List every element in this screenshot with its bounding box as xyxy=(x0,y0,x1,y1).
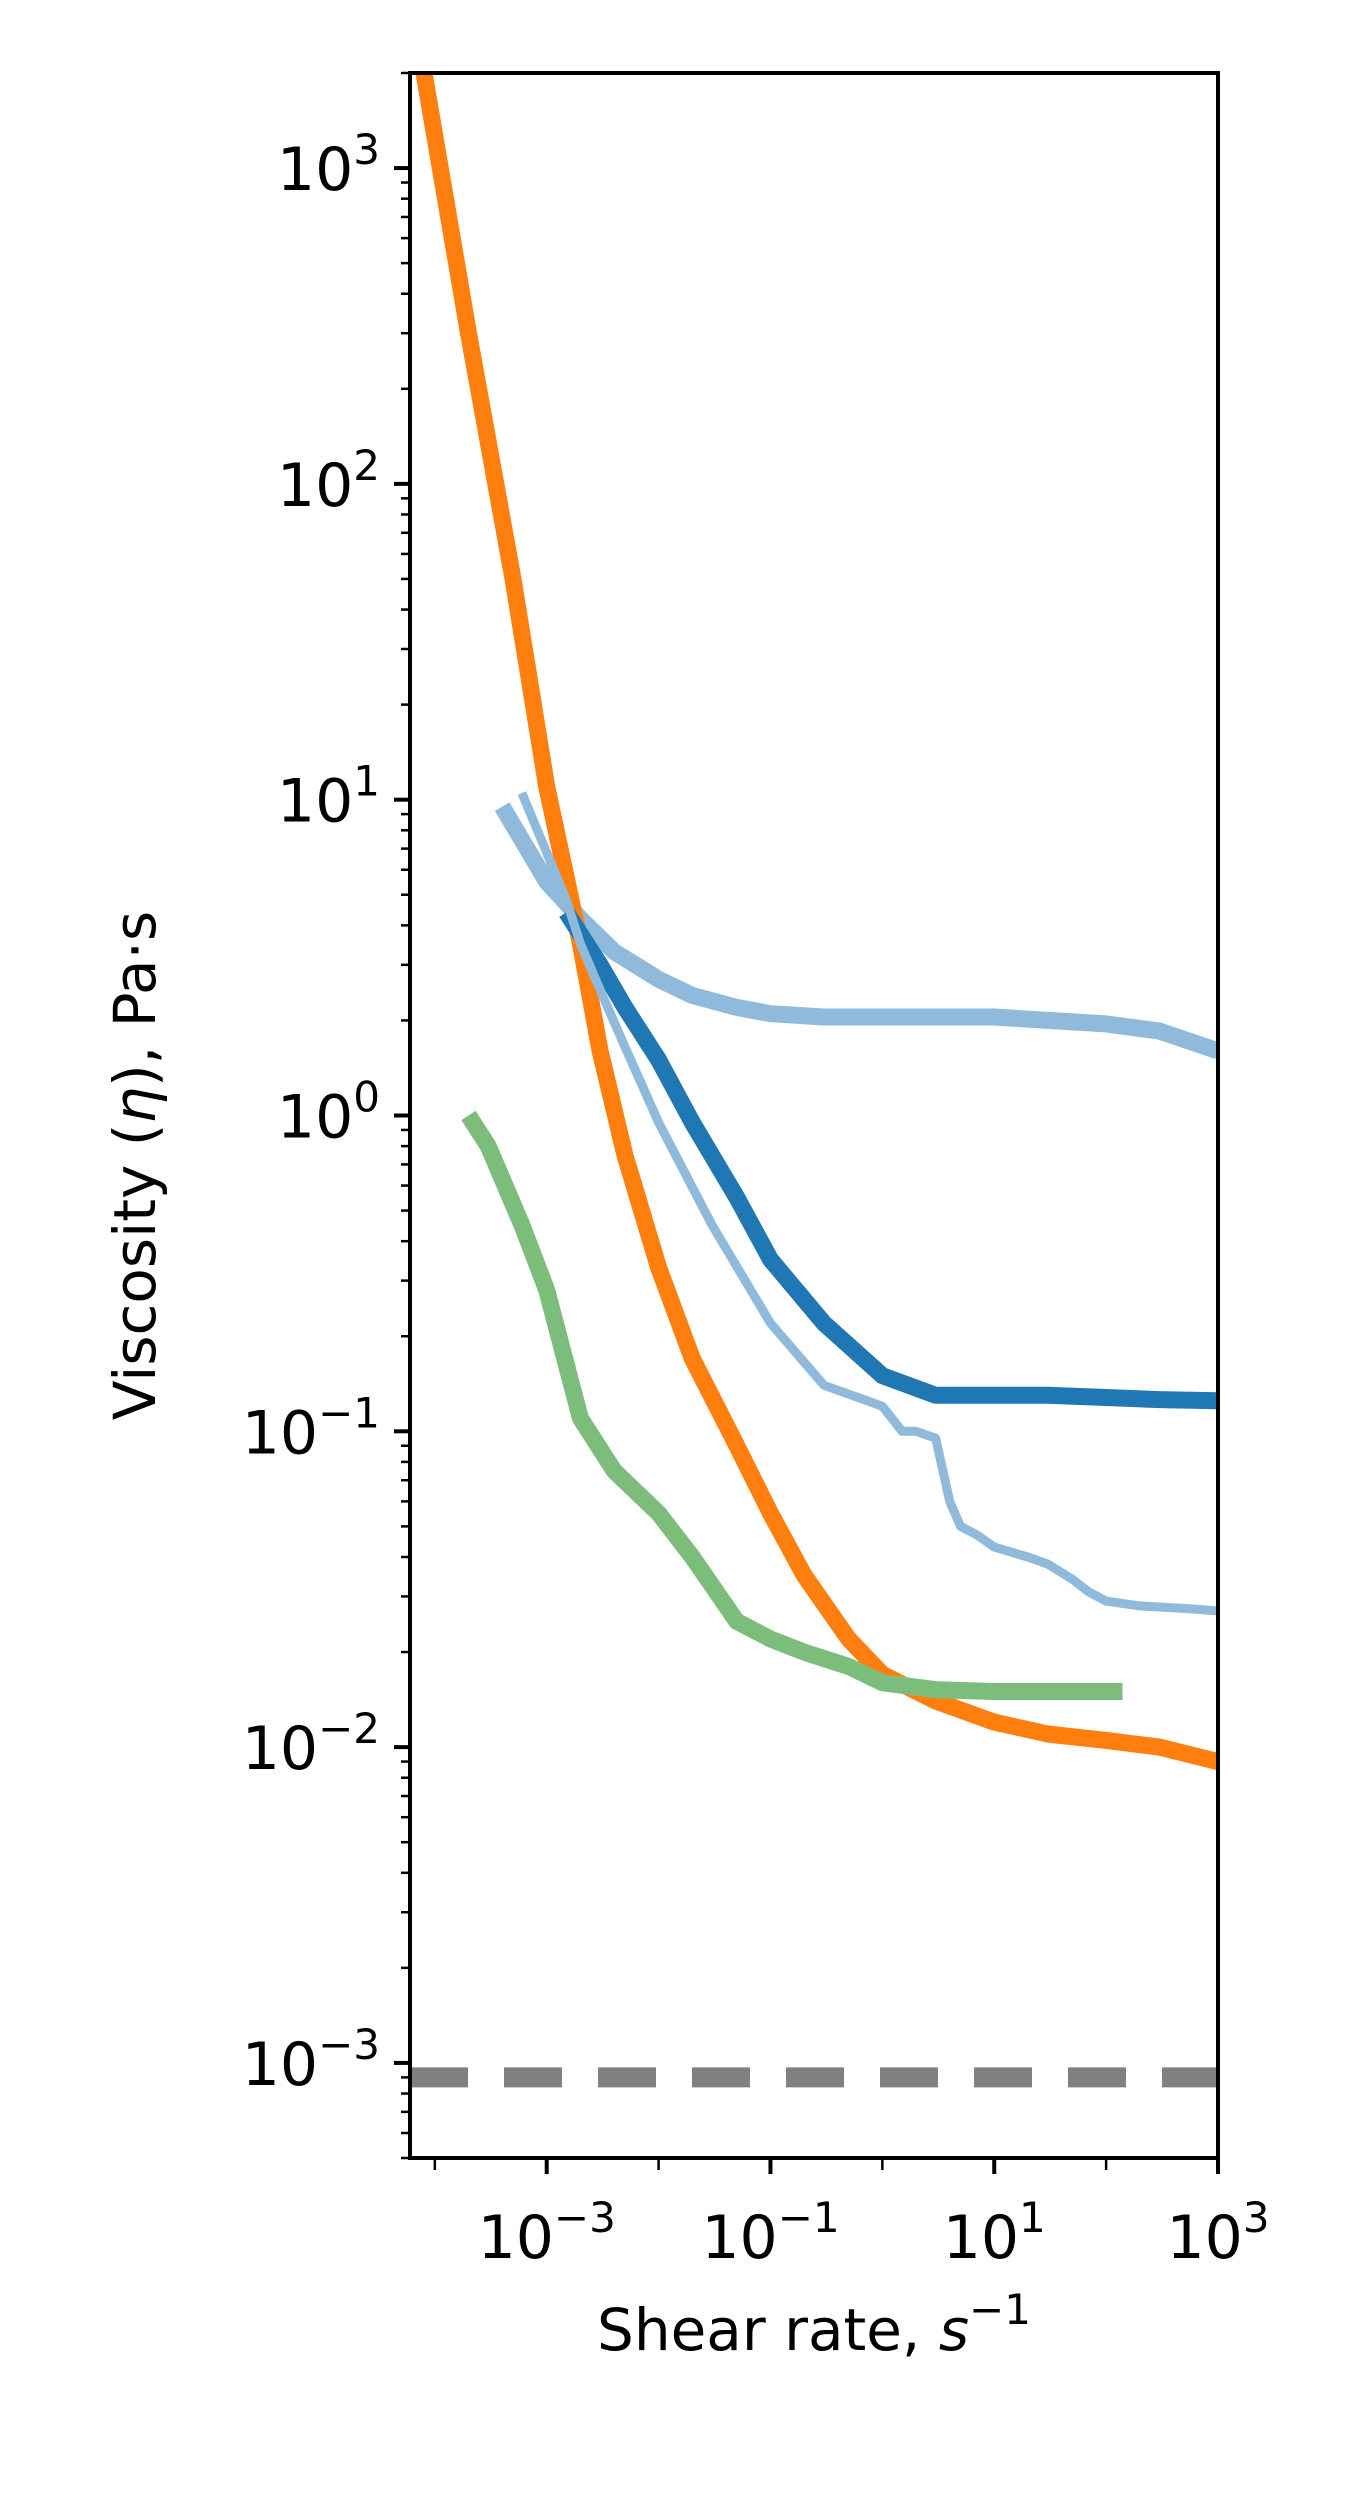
y-tick-label-1: 10−3 xyxy=(242,2020,380,2100)
y-tick-label-7: 103 xyxy=(277,125,380,205)
labels-layer: 10−3 10−2 10−1 100 101 102 103 10−3 10−1 101 103 Sh… xyxy=(101,125,1270,2364)
x-tick-label-1: 10−3 xyxy=(478,2193,616,2273)
x-axis-title: Shear rate, s−1 xyxy=(597,2285,1031,2364)
x-tick-label-4: 103 xyxy=(1166,2193,1269,2273)
plot-layer xyxy=(410,73,1218,2088)
series-line-3 xyxy=(559,907,1218,1410)
y-tick-label-6: 102 xyxy=(277,441,380,521)
x-tick-label-3: 101 xyxy=(943,2193,1046,2273)
y-axis-title: Viscosity (η), Pa·s xyxy=(101,911,169,1420)
series-line-4 xyxy=(517,791,1218,1616)
y-tick-label-3: 10−1 xyxy=(242,1388,380,1468)
plot-frame xyxy=(408,71,1220,2160)
y-tick-label-4: 100 xyxy=(277,1073,380,1153)
y-tick-label-5: 101 xyxy=(277,757,380,837)
x-tick-label-2: 10−1 xyxy=(701,2193,839,2273)
series-line-5 xyxy=(461,1110,1123,1700)
series-line-1 xyxy=(494,802,1218,1060)
axes-layer xyxy=(394,71,1220,2174)
series-line-2 xyxy=(415,73,1218,1770)
plot-area xyxy=(410,73,1218,2088)
y-tick-label-2: 10−2 xyxy=(242,1704,380,1784)
